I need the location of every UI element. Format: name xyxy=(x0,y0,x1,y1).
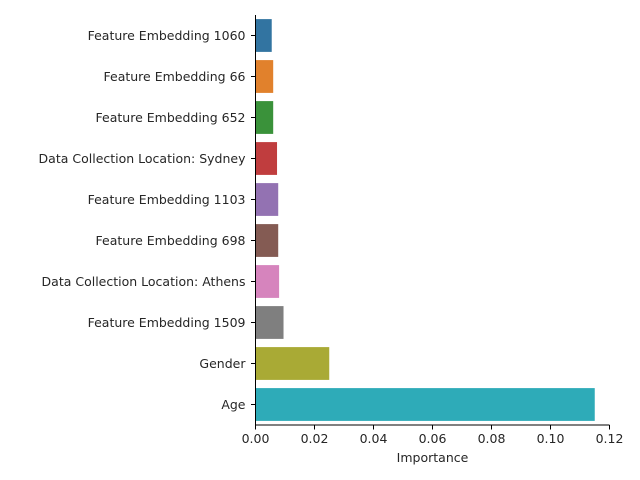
bar-3 xyxy=(255,142,278,175)
x-tick-label: 0.08 xyxy=(478,431,506,446)
y-tick-label: Data Collection Location: Sydney xyxy=(39,151,247,166)
bar-2 xyxy=(255,101,274,134)
bar-9 xyxy=(255,388,595,421)
y-tick-label: Feature Embedding 652 xyxy=(96,110,246,125)
y-tick-label: Age xyxy=(221,397,245,412)
bar-5 xyxy=(255,224,279,257)
x-axis-title: Importance xyxy=(397,450,469,465)
y-axis-ticks: Feature Embedding 1060 Feature Embedding … xyxy=(39,28,256,412)
bar-4 xyxy=(255,183,279,216)
x-tick-label: 0.06 xyxy=(419,431,447,446)
bar-8 xyxy=(255,347,330,380)
bar-1 xyxy=(255,60,274,93)
y-tick-label: Data Collection Location: Athens xyxy=(42,274,246,289)
x-tick-label: 0.04 xyxy=(360,431,388,446)
x-tick-label: 0.00 xyxy=(242,431,270,446)
x-tick-label: 0.12 xyxy=(596,431,624,446)
x-axis-ticks: 0.00 0.02 0.04 0.06 0.08 0.10 0.12 xyxy=(242,425,624,446)
bar-7 xyxy=(255,306,284,339)
x-tick-label: 0.02 xyxy=(301,431,329,446)
y-tick-label: Gender xyxy=(199,356,246,371)
y-tick-label: Feature Embedding 1103 xyxy=(88,192,246,207)
bar-0 xyxy=(255,19,272,52)
y-tick-label: Feature Embedding 1060 xyxy=(88,28,246,43)
bar-group xyxy=(255,19,595,421)
y-tick-label: Feature Embedding 1509 xyxy=(88,315,246,330)
bar-6 xyxy=(255,265,280,298)
x-tick-label: 0.10 xyxy=(537,431,565,446)
y-tick-label: Feature Embedding 698 xyxy=(96,233,246,248)
y-tick-label: Feature Embedding 66 xyxy=(104,69,246,84)
